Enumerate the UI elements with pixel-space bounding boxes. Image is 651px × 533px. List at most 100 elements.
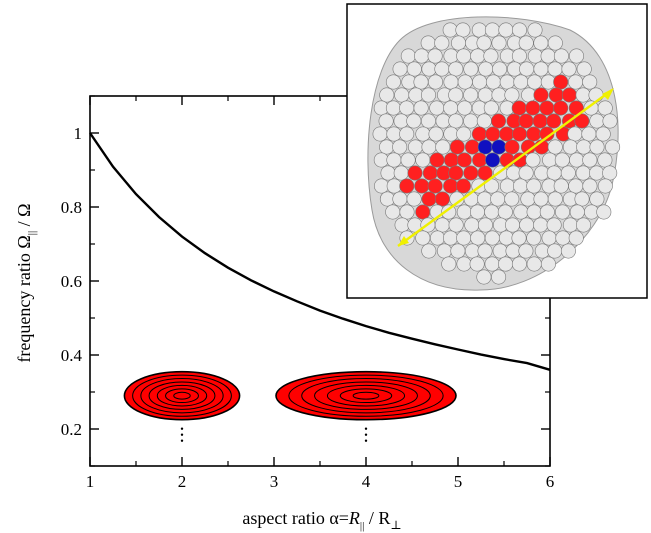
cluster-sphere	[582, 178, 598, 194]
cluster-sphere	[456, 230, 472, 246]
cluster-sphere	[526, 230, 542, 246]
cluster-sphere	[456, 256, 472, 272]
cluster-sphere	[472, 152, 488, 168]
ellipse-ring	[352, 391, 380, 400]
cluster-sphere	[442, 230, 458, 246]
y-tick-label: 0.8	[61, 198, 82, 217]
cluster-sphere	[568, 74, 584, 90]
cluster-render-icon	[367, 16, 621, 291]
cluster-sphere	[434, 35, 450, 51]
cluster-sphere	[434, 217, 450, 233]
cluster-sphere	[547, 191, 563, 207]
cluster-sphere	[589, 139, 605, 155]
cluster-sphere	[477, 217, 493, 233]
cluster-sphere	[539, 126, 555, 142]
cluster-sphere	[518, 113, 534, 129]
cluster-sphere	[532, 113, 548, 129]
cluster-sphere	[457, 100, 473, 116]
cluster-sphere	[399, 178, 415, 194]
x-tick-label: 4	[362, 472, 371, 491]
cluster-sphere	[526, 256, 542, 272]
cluster-sphere	[511, 48, 527, 64]
cluster-sphere	[455, 22, 471, 38]
ellipse-ring	[173, 391, 191, 400]
cluster-sphere	[422, 165, 438, 181]
cluster-sphere	[429, 230, 445, 246]
cluster-sphere	[477, 243, 493, 259]
cluster-sphere	[499, 74, 515, 90]
cluster-sphere	[575, 165, 591, 181]
cluster-sphere	[498, 22, 514, 38]
cluster-sphere	[476, 35, 492, 51]
cluster-sphere	[576, 139, 592, 155]
cluster-sphere	[589, 113, 605, 129]
cluster-sphere	[373, 178, 389, 194]
cluster-sphere	[476, 113, 492, 129]
cluster-sphere	[471, 126, 487, 142]
cluster-sphere	[589, 191, 605, 207]
cluster-sphere	[527, 48, 543, 64]
cluster-sphere	[513, 74, 529, 90]
cluster-sphere	[449, 139, 465, 155]
cluster-sphere	[588, 87, 604, 103]
cluster-sphere	[415, 204, 431, 220]
cluster-sphere	[484, 230, 500, 246]
cluster-sphere	[427, 74, 443, 90]
cluster-sphere	[464, 243, 480, 259]
arrow-head-left	[398, 236, 409, 246]
cluster-sphere	[546, 113, 562, 129]
cluster-sphere	[399, 126, 415, 142]
cluster-sphere	[428, 126, 444, 142]
cluster-sphere	[385, 204, 401, 220]
cluster-sphere	[434, 61, 450, 77]
cluster-sphere	[561, 87, 577, 103]
cluster-sphere	[602, 113, 618, 129]
cluster-sphere	[385, 100, 401, 116]
cluster-sphere	[392, 139, 408, 155]
cluster-sphere	[554, 204, 570, 220]
cluster-sphere	[477, 191, 493, 207]
cluster-sphere	[484, 22, 500, 38]
cluster-sphere	[434, 191, 450, 207]
cluster-sphere	[406, 113, 422, 129]
cluster-sphere	[379, 139, 395, 155]
cluster-sphere	[443, 126, 459, 142]
cluster-sphere	[518, 165, 534, 181]
cluster-sphere	[386, 126, 402, 142]
cluster-sphere	[491, 35, 507, 51]
cluster-sphere	[406, 61, 422, 77]
cluster-sphere	[420, 87, 436, 103]
cluster-sphere	[463, 165, 479, 181]
cluster-sphere	[435, 113, 451, 129]
cluster-sphere	[427, 178, 443, 194]
cluster-sphere	[567, 126, 583, 142]
cluster-sphere	[575, 217, 591, 233]
cluster-sphere	[499, 178, 515, 194]
cluster-sphere	[429, 152, 445, 168]
cluster-sphere	[448, 61, 464, 77]
cluster-sphere	[498, 256, 514, 272]
cluster-sphere	[483, 100, 499, 116]
leader-dot	[364, 439, 368, 442]
cluster-sphere	[546, 165, 562, 181]
cluster-sphere	[492, 243, 508, 259]
cluster-sphere	[504, 191, 520, 207]
cluster-sphere	[421, 61, 437, 77]
cluster-sphere	[520, 191, 536, 207]
cluster-sphere	[392, 191, 408, 207]
cluster-sphere	[547, 139, 563, 155]
cluster-sphere	[597, 100, 613, 116]
cluster-sphere	[525, 152, 541, 168]
cluster-sphere	[491, 87, 507, 103]
cluster-sphere	[512, 178, 528, 194]
cluster-sphere	[504, 217, 520, 233]
x-tick-label: 3	[270, 472, 279, 491]
cluster-sphere	[568, 178, 584, 194]
cluster-sphere	[450, 243, 466, 259]
y-tick-label: 1	[74, 124, 83, 143]
cluster-sphere	[491, 269, 507, 285]
cluster-sphere	[533, 191, 549, 207]
cluster-sphere	[575, 87, 591, 103]
cluster-sphere	[498, 230, 514, 246]
